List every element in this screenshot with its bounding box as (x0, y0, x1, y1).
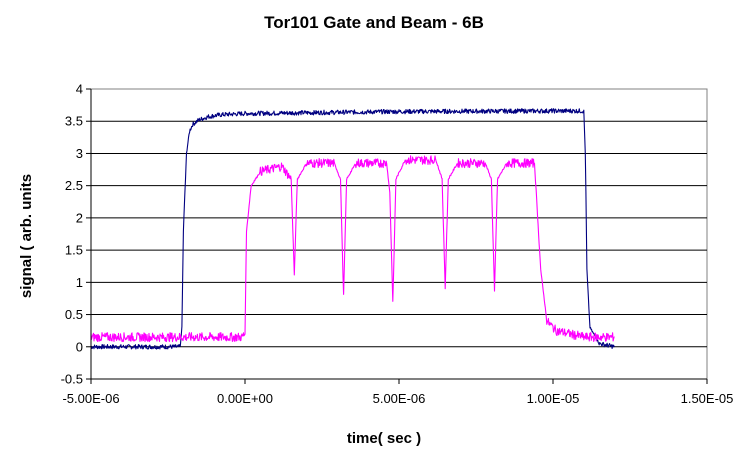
x-axis: -5.00E-06 0.00E+00 5.00E-06 1.00E-05 1.50E-0… (62, 379, 733, 406)
y-tick-label: 1 (76, 275, 83, 290)
y-tick-label: -0.5 (61, 372, 83, 387)
y-tick-label: 4 (76, 82, 83, 97)
x-tick-label: 1.00E-05 (527, 391, 580, 406)
series-line-2 (90, 155, 615, 343)
y-tick-label: 2.5 (65, 178, 83, 193)
series-line-1 (90, 108, 615, 350)
plot-area (90, 88, 708, 380)
x-tick-label: -5.00E-06 (62, 391, 119, 406)
x-tick-label: 0.00E+00 (217, 391, 273, 406)
y-tick-label: 0 (76, 339, 83, 354)
y-tick-label: 3 (76, 146, 83, 161)
y-tick-label: 0.5 (65, 307, 83, 322)
y-tick-label: 2 (76, 210, 83, 225)
y-tick-label: 3.5 (65, 114, 83, 129)
chart-title: Tor101 Gate and Beam - 6B (264, 13, 484, 32)
x-tick-label: 1.50E-05 (681, 391, 734, 406)
y-axis-label: signal ( arb. units (18, 174, 35, 298)
series-lines (90, 108, 615, 350)
y-tick-label: 1.5 (65, 243, 83, 258)
y-axis: -0.5 0 0.5 1 1.5 2 2.5 3 3.5 4 (61, 82, 91, 387)
x-tick-label: 5.00E-06 (373, 391, 426, 406)
x-axis-label: time( sec ) (347, 430, 421, 447)
